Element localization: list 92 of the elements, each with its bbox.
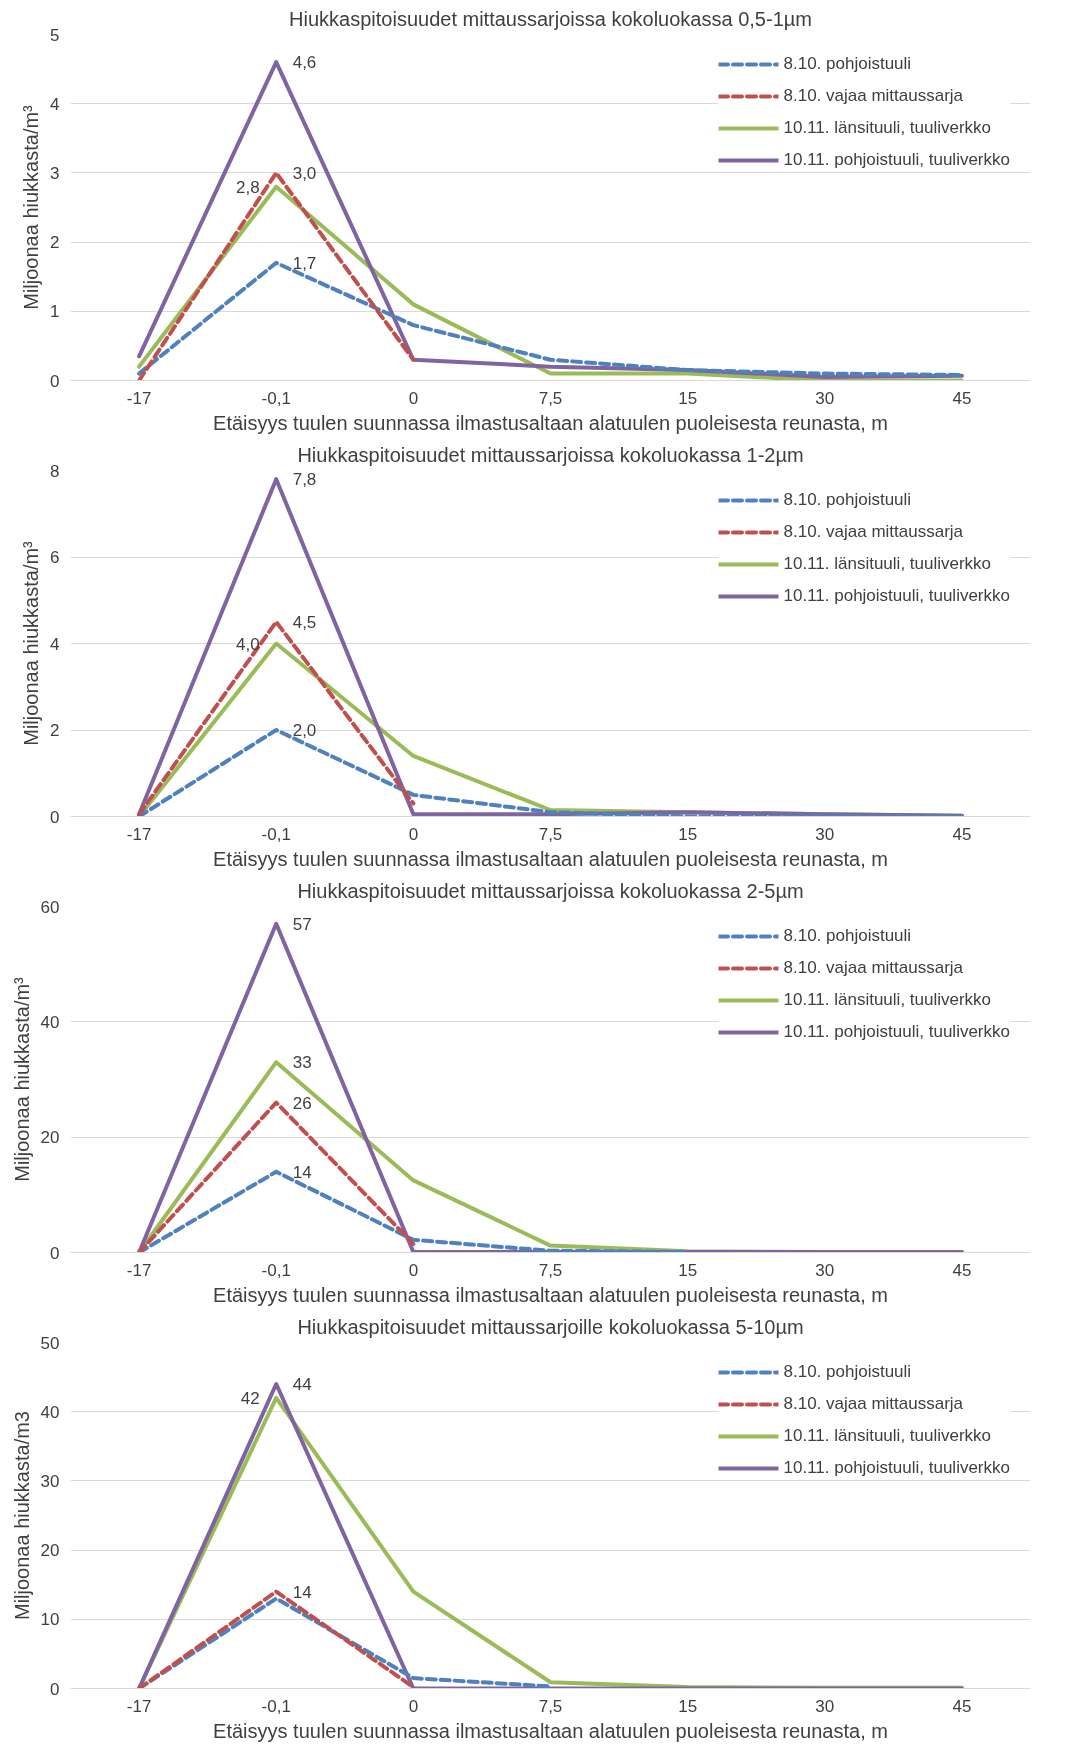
x-axis-title: Etäisyys tuulen suunnassa ilmastusaltaan alatuulen puoleisesta reunasta, m xyxy=(213,1283,888,1306)
x-tick-label: -0,1 xyxy=(261,824,291,844)
x-tick-label: 45 xyxy=(952,824,972,844)
x-tick-label: 7,5 xyxy=(538,1696,563,1716)
data-label: 3,0 xyxy=(292,163,317,183)
data-label: 2,0 xyxy=(292,721,317,740)
x-tick-label: 0 xyxy=(408,388,419,408)
chart-title: Hiukkaspitoisuudet mittaussarjoille kokoluokassa 5-10µm xyxy=(297,1315,804,1338)
chart-title: Hiukkaspitoisuudet mittaussarjoissa kokoluokassa 2-5µm xyxy=(297,879,804,902)
data-label: 7,8 xyxy=(292,470,317,490)
y-tick-label: 0 xyxy=(50,807,60,827)
data-label: 42 xyxy=(240,1388,260,1408)
y-tick-label: 0 xyxy=(50,1243,60,1263)
legend-label: 10.11. länsituuli, tuuliverkko xyxy=(783,990,992,1010)
x-tick-label: 30 xyxy=(815,1260,835,1280)
x-axis-title: Etäisyys tuulen suunnassa ilmastusaltaan alatuulen puoleisesta reunasta, m xyxy=(213,411,888,434)
x-tick-label: 30 xyxy=(815,388,835,408)
y-tick-label: 10 xyxy=(40,1610,60,1630)
y-axis-title: Miljoonaa hiukkasta/m³ xyxy=(20,540,43,746)
y-tick-label: 8 xyxy=(50,461,60,481)
x-tick-label: 15 xyxy=(678,824,698,844)
y-tick-label: 4 xyxy=(50,94,60,114)
data-label: 14 xyxy=(292,1162,312,1182)
y-tick-label: 2 xyxy=(50,721,60,740)
y-tick-label: 40 xyxy=(40,1402,60,1422)
y-tick-label: 5 xyxy=(50,25,60,45)
legend-label: 10.11. länsituuli, tuuliverkko xyxy=(783,1426,992,1446)
data-label: 1,7 xyxy=(292,253,317,273)
x-tick-label: -0,1 xyxy=(261,388,291,408)
x-tick-label: 7,5 xyxy=(538,388,563,408)
y-tick-label: 20 xyxy=(40,1541,60,1561)
legend-label: 8.10. pohjoistuuli xyxy=(783,54,912,74)
x-tick-label: 45 xyxy=(952,388,972,408)
data-label: 2,8 xyxy=(236,177,260,197)
legend-label: 8.10. pohjoistuuli xyxy=(783,1362,912,1382)
y-tick-label: 2 xyxy=(50,233,60,253)
y-tick-label: 50 xyxy=(40,1333,60,1353)
legend-label: 10.11. pohjoistuuli, tuuliverkko xyxy=(783,586,1010,606)
x-tick-label: -0,1 xyxy=(261,1260,291,1280)
x-axis-title: Etäisyys tuulen suunnassa ilmastusaltaan alatuulen puoleisesta reunasta, m xyxy=(213,847,888,870)
legend-label: 8.10. vajaa mittaussarja xyxy=(783,86,964,106)
x-tick-label: 45 xyxy=(952,1260,972,1280)
data-label: 44 xyxy=(292,1375,312,1395)
x-tick-label: 7,5 xyxy=(538,1260,563,1280)
x-tick-label: 15 xyxy=(678,1696,698,1716)
legend-label: 10.11. pohjoistuuli, tuuliverkko xyxy=(783,1022,1010,1042)
x-tick-label: -17 xyxy=(126,1696,152,1716)
x-tick-label: 0 xyxy=(408,1696,419,1716)
data-label: 4,6 xyxy=(292,53,317,73)
y-axis-title: Miljoonaa hiukkasta/m³ xyxy=(20,104,43,310)
x-tick-label: 45 xyxy=(952,1696,972,1716)
x-tick-label: 7,5 xyxy=(538,824,563,844)
x-axis-title: Etäisyys tuulen suunnassa ilmastusaltaan alatuulen puoleisesta reunasta, m xyxy=(213,1719,888,1742)
data-label: 4,0 xyxy=(236,634,260,654)
y-tick-label: 0 xyxy=(50,371,60,391)
x-tick-label: 15 xyxy=(678,1260,698,1280)
x-tick-label: -17 xyxy=(126,1260,152,1280)
legend-label: 8.10. vajaa mittaussarja xyxy=(783,958,964,978)
y-tick-label: 30 xyxy=(40,1471,60,1491)
y-tick-label: 60 xyxy=(40,897,60,917)
data-label: 33 xyxy=(292,1053,312,1073)
y-tick-label: 0 xyxy=(50,1679,60,1699)
legend-label: 10.11. pohjoistuuli, tuuliverkko xyxy=(783,150,1010,170)
y-tick-label: 1 xyxy=(50,302,60,322)
chart-title: Hiukkaspitoisuudet mittaussarjoissa kokoluokassa 0,5-1µm xyxy=(289,7,812,30)
legend-label: 8.10. vajaa mittaussarja xyxy=(783,1394,964,1414)
y-tick-label: 3 xyxy=(50,163,60,183)
legend-label: 8.10. vajaa mittaussarja xyxy=(783,522,964,542)
x-tick-label: 30 xyxy=(815,824,835,844)
legend-label: 8.10. pohjoistuuli xyxy=(783,926,912,946)
data-label: 14 xyxy=(292,1582,312,1602)
data-label: 57 xyxy=(292,914,312,934)
legend-label: 8.10. pohjoistuuli xyxy=(783,490,912,510)
y-tick-label: 4 xyxy=(50,634,60,654)
y-tick-label: 6 xyxy=(50,548,60,567)
legend-label: 10.11. länsituuli, tuuliverkko xyxy=(783,554,992,574)
x-tick-label: -17 xyxy=(126,388,152,408)
legend-label: 10.11. länsituuli, tuuliverkko xyxy=(783,118,992,138)
y-tick-label: 20 xyxy=(40,1128,60,1148)
x-tick-label: -0,1 xyxy=(261,1696,291,1716)
x-tick-label: 15 xyxy=(678,388,698,408)
x-tick-label: 0 xyxy=(408,824,419,844)
x-tick-label: 0 xyxy=(408,1260,419,1280)
x-tick-label: -17 xyxy=(126,824,152,844)
y-axis-title: Miljoonaa hiukkasta/m³ xyxy=(10,976,33,1182)
data-label: 26 xyxy=(292,1093,312,1113)
y-axis-title: Miljoonaa hiukkasta/m3 xyxy=(10,1411,33,1620)
x-tick-label: 30 xyxy=(815,1696,835,1716)
data-label: 4,5 xyxy=(292,612,317,632)
chart-title: Hiukkaspitoisuudet mittaussarjoissa kokoluokassa 1-2µm xyxy=(297,443,804,466)
legend-label: 10.11. pohjoistuuli, tuuliverkko xyxy=(783,1458,1010,1478)
y-tick-label: 40 xyxy=(40,1012,60,1032)
